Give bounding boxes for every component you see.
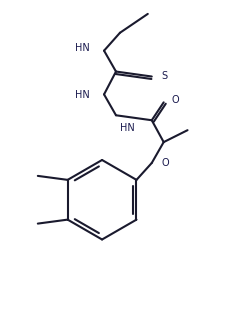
Text: HN: HN: [75, 43, 90, 53]
Text: HN: HN: [75, 90, 90, 100]
Text: HN: HN: [120, 123, 135, 133]
Text: O: O: [162, 158, 169, 168]
Text: S: S: [162, 71, 168, 80]
Text: O: O: [172, 95, 179, 105]
